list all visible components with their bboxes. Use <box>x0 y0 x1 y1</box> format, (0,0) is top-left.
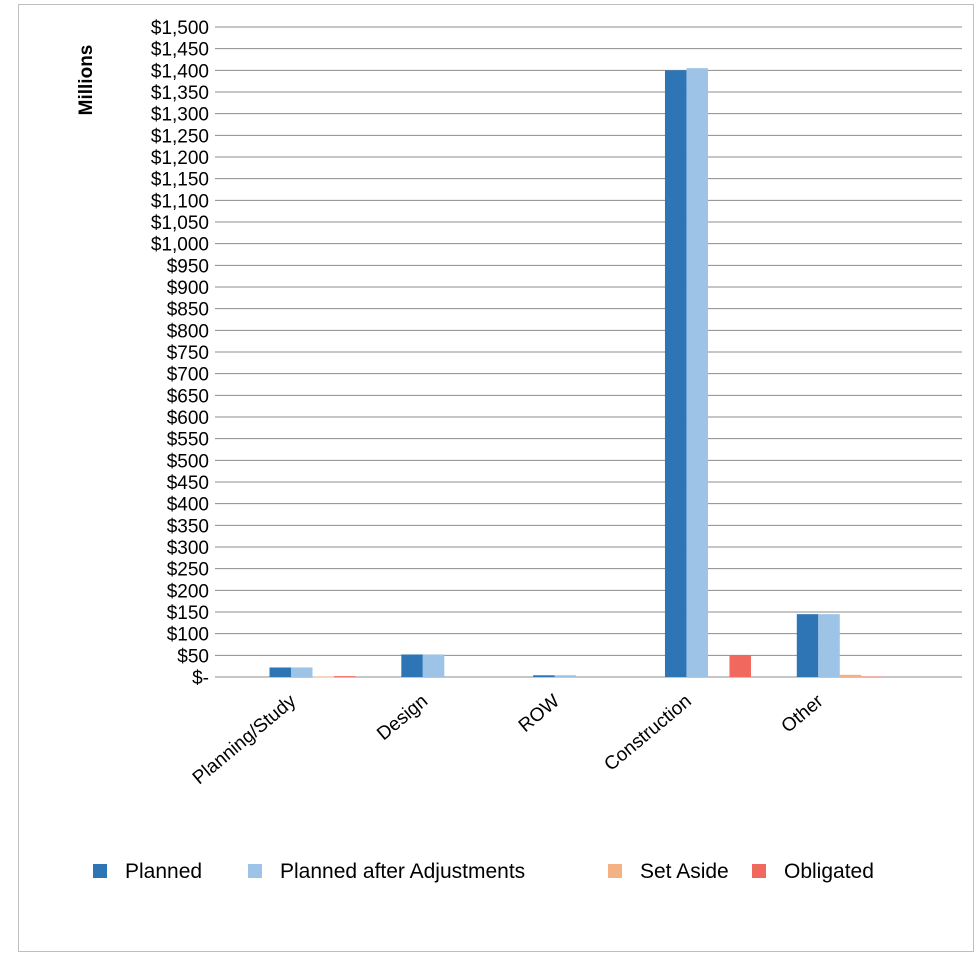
y-tick-label: $1,150 <box>151 170 209 191</box>
y-tick-label: $900 <box>167 278 209 299</box>
y-tick-label: $750 <box>167 343 209 364</box>
legend-label: Set Aside <box>640 860 729 883</box>
y-tick-label: $850 <box>167 300 209 321</box>
legend-label: Planned <box>125 860 202 883</box>
y-tick-label: $500 <box>167 451 209 472</box>
legend-label: Planned after Adjustments <box>280 860 525 883</box>
legend-swatch <box>608 864 622 878</box>
y-axis-label: Millions <box>76 45 97 116</box>
bar-1-0 <box>291 667 313 677</box>
y-tick-label: $1,400 <box>151 61 209 82</box>
bar-3-3 <box>729 655 751 677</box>
category-label: Other <box>778 690 828 737</box>
bar-1-3 <box>686 68 708 677</box>
y-tick-label: $150 <box>167 603 209 624</box>
y-tick-labels: $-$50$100$150$200$250$300$350$400$450$50… <box>151 18 209 689</box>
y-tick-label: $1,350 <box>151 83 209 104</box>
category-label: Construction <box>600 691 695 776</box>
gridlines <box>215 26 962 678</box>
y-tick-label: $1,000 <box>151 235 209 256</box>
y-tick-label: $800 <box>167 321 209 342</box>
legend: Planned Planned after Adjustments Set Asid… <box>93 860 874 883</box>
y-tick-label: $400 <box>167 495 209 516</box>
chart-frame <box>18 4 974 952</box>
y-tick-label: $550 <box>167 430 209 451</box>
bar-0-4 <box>796 614 819 677</box>
bar-1-1 <box>422 654 445 677</box>
y-tick-label: $250 <box>167 560 209 581</box>
category-label: ROW <box>515 691 564 737</box>
y-tick-label: $200 <box>167 581 209 602</box>
y-tick-label: $100 <box>167 625 209 646</box>
bar-0-1 <box>401 654 423 677</box>
bar-0-0 <box>269 667 291 677</box>
legend-swatch <box>248 864 262 878</box>
y-tick-label: $650 <box>167 386 209 407</box>
y-tick-label: $300 <box>167 538 209 559</box>
y-tick-label: $1,250 <box>151 126 209 147</box>
y-tick-label: $- <box>192 668 209 689</box>
y-tick-label: $450 <box>167 473 209 494</box>
legend-swatch <box>752 864 766 878</box>
bar-2-4 <box>839 674 862 677</box>
legend-label: Obligated <box>784 860 874 883</box>
category-label: Planning/Study <box>189 690 301 789</box>
y-tick-label: $1,100 <box>151 191 209 212</box>
y-tick-label: $1,450 <box>151 40 209 61</box>
bar-0-3 <box>664 70 687 678</box>
y-tick-label: $350 <box>167 516 209 537</box>
y-tick-label: $1,500 <box>151 18 209 39</box>
y-tick-label: $1,300 <box>151 105 209 126</box>
bar-3-4 <box>861 676 883 678</box>
y-tick-label: $950 <box>167 256 209 277</box>
y-tick-label: $50 <box>177 646 209 667</box>
y-tick-label: $600 <box>167 408 209 429</box>
bar-0-2 <box>533 675 555 677</box>
bar-1-4 <box>818 614 840 677</box>
bar-2-0 <box>312 676 334 678</box>
category-labels: Planning/Study Design ROW Construction Other <box>189 690 828 789</box>
bars <box>269 68 883 678</box>
legend-swatch <box>93 864 107 878</box>
bar-3-0 <box>334 676 356 678</box>
category-label: Design <box>373 691 432 745</box>
y-tick-label: $1,050 <box>151 213 209 234</box>
bar-1-2 <box>554 675 577 677</box>
y-tick-label: $1,200 <box>151 148 209 169</box>
y-tick-label: $700 <box>167 365 209 386</box>
